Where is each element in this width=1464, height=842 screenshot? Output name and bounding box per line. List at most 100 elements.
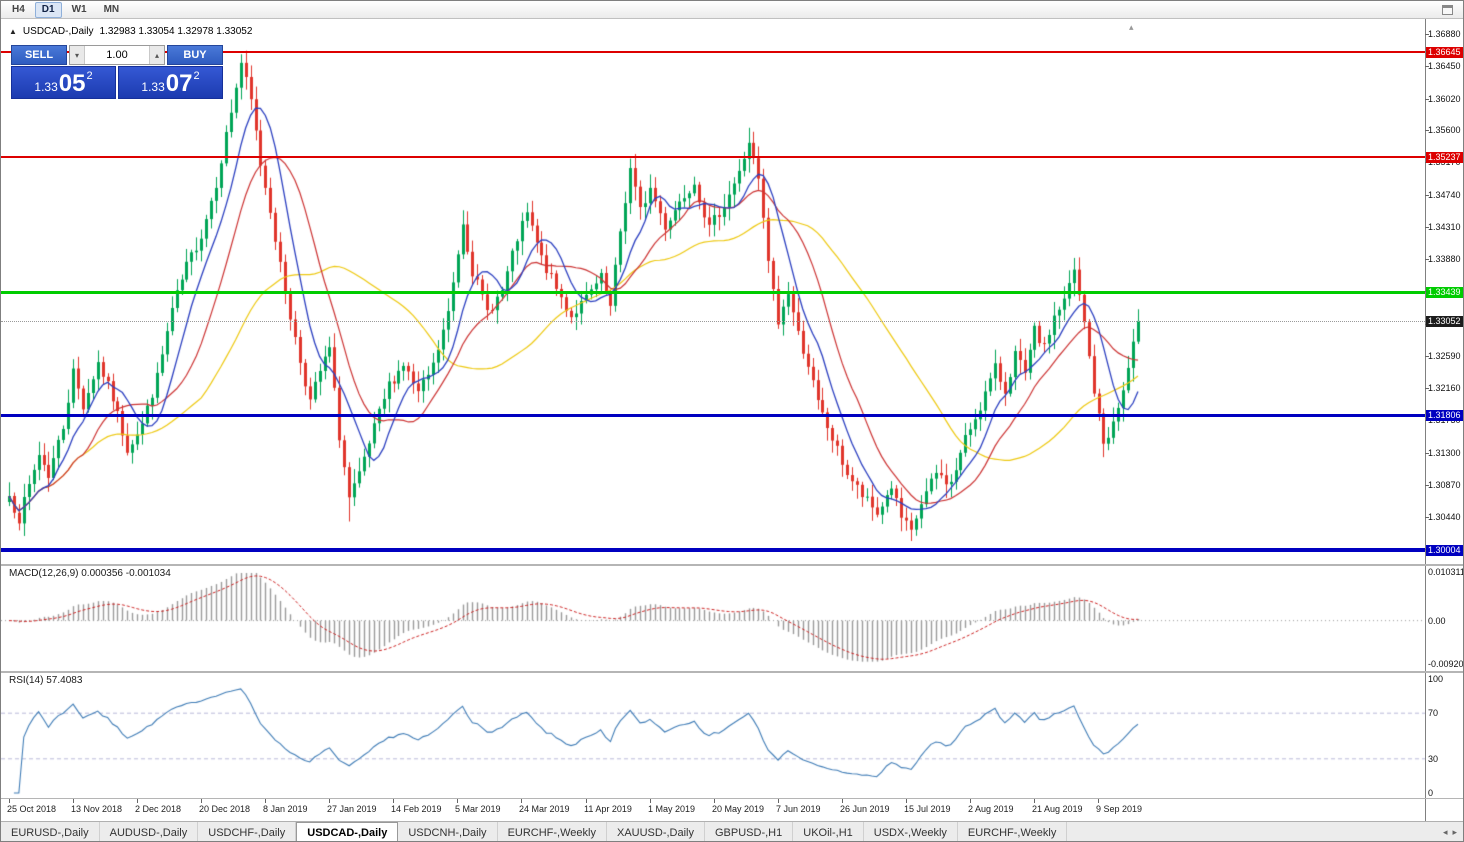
price-tick [1425, 420, 1429, 422]
window-restore-icon[interactable] [1442, 5, 1453, 15]
chart-tab-8[interactable]: UKOil-,H1 [793, 822, 864, 841]
macd-axis-label: -0.009203 [1428, 659, 1464, 669]
date-label: 27 Jan 2019 [327, 804, 377, 814]
sell-price-point: 2 [86, 70, 93, 82]
chart-tab-10[interactable]: EURCHF-,Weekly [958, 822, 1068, 841]
buy-button[interactable]: BUY [167, 45, 223, 65]
macd-indicator-canvas[interactable] [1, 566, 1425, 671]
date-tick [521, 799, 522, 803]
price-tick [1425, 388, 1429, 389]
level-line[interactable] [1, 547, 1425, 552]
price-tick-label: 1.32160 [1428, 383, 1461, 393]
timeframe-button-h4[interactable]: H4 [5, 2, 32, 18]
date-tick [714, 799, 715, 803]
buy-price-prefix: 1.33 [141, 80, 165, 94]
date-label: 1 May 2019 [648, 804, 696, 814]
time-axis[interactable]: 25 Oct 2018 13 Nov 2018 2 Dec 2018 20 Dec 2… [1, 799, 1425, 821]
chart-tab-bar: EURUSD-,Daily AUDUSD-,Daily USDCHF-,Daily U… [1, 821, 1463, 841]
current-price-label: 1.33052 [1426, 316, 1463, 328]
volume-increase-button[interactable]: ▴ [149, 46, 164, 64]
level-line[interactable] [1, 50, 1425, 53]
tab-scroll-left-icon[interactable]: ◂ [1442, 827, 1448, 837]
level-price-label: 1.36645 [1426, 46, 1463, 58]
price-tick [1425, 259, 1429, 260]
date-tick [970, 799, 971, 803]
chart-tab-2[interactable]: USDCHF-,Daily [198, 822, 297, 841]
price-tick [1425, 194, 1429, 196]
price-tick-label: 1.32590 [1428, 350, 1461, 361]
date-label: 8 Jan 2019 [263, 804, 308, 814]
price-tick-label: 1.34310 [1428, 221, 1461, 232]
sell-price-button[interactable]: 1.33 05 2 [11, 66, 116, 99]
price-tick-label: 1.33880 [1428, 254, 1461, 264]
chart-tab-4[interactable]: USDCNH-,Daily [398, 822, 498, 841]
current-price-line [1, 321, 1425, 323]
timeframe-button-d1[interactable]: D1 [34, 1, 62, 18]
price-tick [1425, 484, 1429, 486]
price-tick-label: 1.30440 [1428, 512, 1461, 522]
chart-tabs: EURUSD-,Daily AUDUSD-,Daily USDCHF-,Daily U… [1, 822, 1068, 841]
panel-separator-macd[interactable] [1, 564, 1463, 566]
volume-input[interactable] [85, 46, 149, 64]
tab-scroll-right-icon[interactable]: ▸ [1452, 827, 1457, 837]
rsi-indicator-canvas[interactable] [1, 673, 1425, 798]
one-click-toggle-icon[interactable]: ▲ [9, 27, 17, 36]
chart-tab-5[interactable]: EURCHF-,Weekly [498, 822, 607, 841]
price-tick [1425, 130, 1429, 131]
trade-panel-top-row: SELL ▾ ▴ BUY [11, 45, 223, 65]
date-label: 21 Aug 2019 [1032, 804, 1083, 814]
chart-tab-6[interactable]: XAUUSD-,Daily [607, 822, 705, 841]
sell-button[interactable]: SELL [11, 45, 67, 65]
chart-ohlc-values: 1.32983 1.33054 1.32978 1.33052 [99, 26, 253, 37]
date-tick [650, 799, 651, 803]
price-tick-label: 1.34740 [1428, 189, 1461, 200]
timeframe-toolbar: H4 D1 W1 MN [1, 1, 1463, 19]
price-tick [1425, 226, 1429, 228]
level-line[interactable] [1, 156, 1425, 159]
volume-decrease-button[interactable]: ▾ [70, 46, 85, 64]
price-tick [1425, 355, 1429, 357]
date-label: 9 Sep 2019 [1096, 804, 1143, 814]
date-label: 14 Feb 2019 [391, 804, 442, 814]
rsi-axis-label: 100 [1428, 674, 1444, 684]
sell-price-pips: 05 [58, 70, 86, 97]
chart-tab-1[interactable]: AUDUSD-,Daily [100, 822, 199, 841]
date-tick [586, 799, 587, 803]
buy-price-pips: 07 [165, 70, 193, 97]
date-label: 24 Mar 2019 [519, 804, 570, 814]
buy-price-button[interactable]: 1.33 07 2 [118, 66, 223, 99]
chart-tab-7[interactable]: GBPUSD-,H1 [705, 822, 794, 841]
price-tick [1425, 452, 1429, 454]
chart-tab-0[interactable]: EURUSD-,Daily [1, 822, 100, 841]
timeframe-button-w1[interactable]: W1 [65, 2, 94, 18]
price-tick [1425, 34, 1429, 35]
date-label: 7 Jun 2019 [776, 804, 821, 814]
macd-title: MACD(12,26,9) 0.000356 -0.001034 [9, 568, 171, 579]
level-price-label: 1.33439 [1426, 287, 1463, 299]
level-line[interactable] [1, 413, 1425, 417]
date-tick [9, 799, 10, 803]
chart-shift-marker-icon[interactable]: ▴ [1129, 22, 1134, 32]
level-line[interactable] [1, 291, 1425, 295]
date-label: 20 May 2019 [712, 804, 765, 814]
tab-scrollers: ◂ ▸ [1435, 822, 1463, 841]
date-label: 2 Aug 2019 [968, 804, 1014, 814]
trade-panel-price-row: 1.33 05 2 1.33 07 2 [11, 66, 223, 99]
buy-price-point: 2 [193, 70, 200, 82]
date-label: 15 Jul 2019 [904, 804, 951, 814]
timeframe-button-mn[interactable]: MN [97, 2, 127, 18]
chart-tab-3[interactable]: USDCAD-,Daily [296, 822, 399, 841]
date-tick [842, 799, 843, 803]
rsi-axis-label: 0 [1428, 788, 1434, 798]
date-tick [73, 799, 74, 803]
date-tick [201, 799, 202, 803]
date-tick [906, 799, 907, 803]
chart-symbol-label: USDCAD-,Daily [22, 26, 94, 37]
chart-tab-9[interactable]: USDX-,Weekly [864, 822, 958, 841]
level-price-label: 1.35237 [1426, 152, 1463, 164]
panel-separator-rsi[interactable] [1, 671, 1463, 673]
date-tick [265, 799, 266, 803]
date-tick [329, 799, 330, 803]
price-tick-label: 1.36450 [1428, 61, 1461, 72]
